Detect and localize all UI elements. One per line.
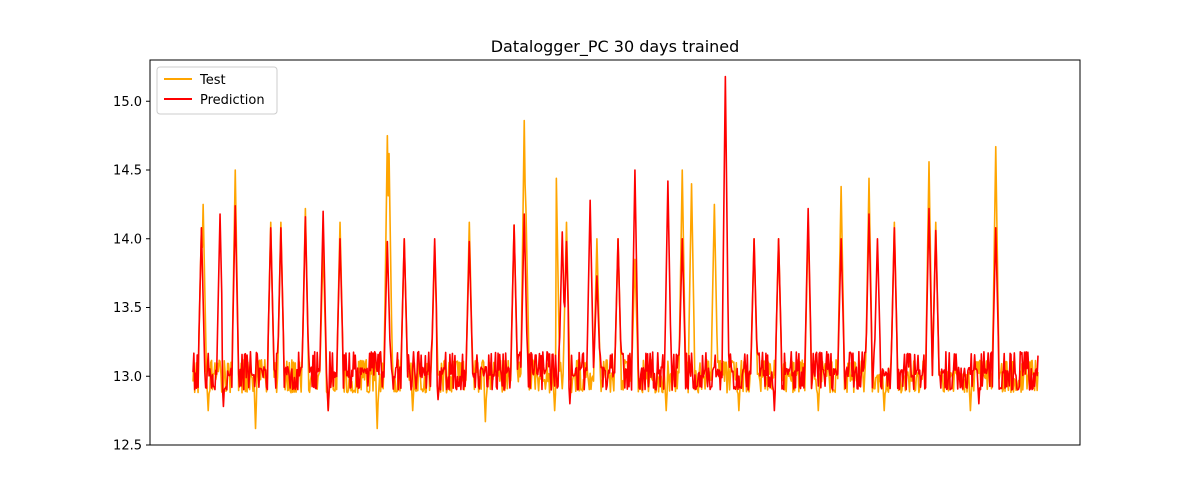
series-line-prediction (192, 75, 1039, 412)
y-tick-label: 13.0 (113, 370, 142, 385)
chart-title: Datalogger_PC 30 days trained (491, 37, 740, 57)
plot-area (192, 75, 1039, 430)
legend-label-prediction: Prediction (200, 93, 265, 108)
y-axis: 12.5 13.0 13.5 14.0 14.5 15.0 (113, 95, 150, 454)
y-tick-label: 13.5 (113, 301, 142, 316)
y-tick-label: 14.5 (113, 164, 142, 179)
plot-frame (149, 59, 1081, 446)
y-tick-label: 14.0 (113, 232, 142, 247)
legend-label-test: Test (199, 73, 226, 88)
y-tick-label: 15.0 (113, 95, 142, 110)
legend: Test Prediction (156, 66, 278, 115)
y-tick-label: 12.5 (113, 439, 142, 454)
